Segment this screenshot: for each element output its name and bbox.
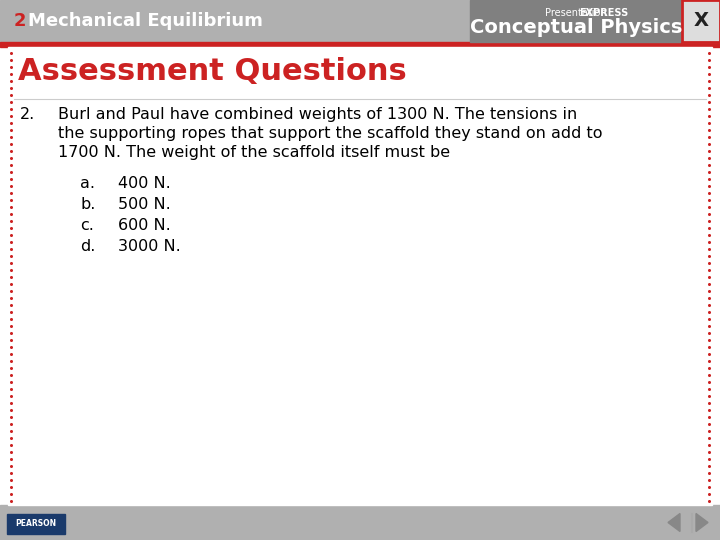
Text: c.: c. — [80, 218, 94, 233]
Text: 600 N.: 600 N. — [118, 218, 171, 233]
Text: Mechanical Equilibrium: Mechanical Equilibrium — [28, 12, 263, 30]
Polygon shape — [696, 514, 708, 531]
Bar — [0, 0, 720, 42]
Bar — [470, 0, 682, 42]
Text: X: X — [693, 11, 708, 30]
Bar — [7, 514, 65, 534]
Bar — [682, 0, 720, 42]
Bar — [0, 42, 720, 47]
Bar — [682, 0, 720, 42]
Text: Burl and Paul have combined weights of 1300 N. The tensions in: Burl and Paul have combined weights of 1… — [58, 107, 577, 122]
Text: a.: a. — [80, 176, 95, 191]
Text: PEARSON: PEARSON — [15, 519, 57, 529]
Text: 3000 N.: 3000 N. — [118, 239, 181, 254]
Text: b.: b. — [80, 197, 95, 212]
Text: 400 N.: 400 N. — [118, 176, 171, 191]
Polygon shape — [668, 514, 680, 531]
Bar — [0, 505, 720, 540]
Text: Presentation: Presentation — [545, 8, 607, 18]
Text: 1700 N. The weight of the scaffold itself must be: 1700 N. The weight of the scaffold itsel… — [58, 145, 450, 160]
Text: the supporting ropes that support the scaffold they stand on add to: the supporting ropes that support the sc… — [58, 126, 603, 141]
Text: Assessment Questions: Assessment Questions — [18, 57, 407, 86]
Text: 500 N.: 500 N. — [118, 197, 171, 212]
Text: 2: 2 — [14, 12, 27, 30]
Text: 2.: 2. — [20, 107, 35, 122]
Text: EXPRESS: EXPRESS — [580, 8, 629, 18]
Text: Conceptual Physics: Conceptual Physics — [470, 18, 682, 37]
Bar — [8, 47, 712, 505]
Text: d.: d. — [80, 239, 95, 254]
